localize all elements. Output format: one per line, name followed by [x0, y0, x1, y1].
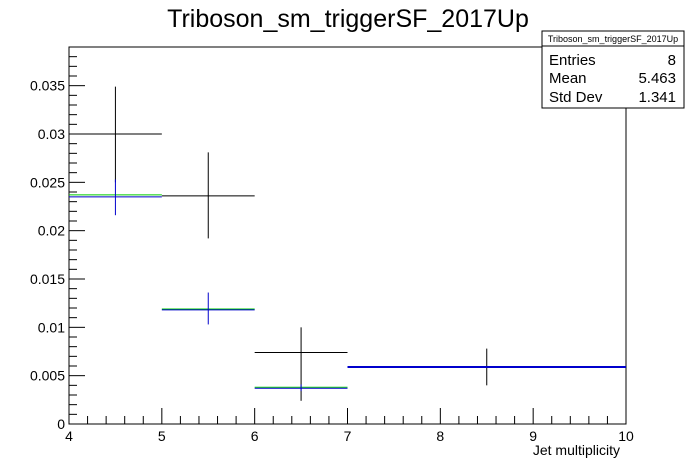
y-tick-label: 0.035 [30, 78, 65, 94]
y-tick-label: 0.005 [30, 368, 65, 384]
series-1 [69, 194, 626, 388]
y-tick-label: 0.02 [38, 223, 65, 239]
stats-stddev-value: 1.341 [638, 89, 676, 106]
y-tick-label: 0.015 [30, 271, 65, 287]
x-axis-title: Jet multiplicity [533, 442, 620, 458]
series-0 [69, 86, 626, 401]
data-point [254, 384, 348, 392]
x-axis: 4 5 6 7 8 9 10 [65, 408, 634, 444]
data-point [161, 292, 255, 325]
x-tick-label: 4 [65, 428, 73, 444]
stats-box-title: Triboson_sm_triggerSF_2017Up [548, 34, 678, 44]
x-tick-label: 9 [529, 428, 537, 444]
stats-stddev-label: Std Dev [549, 89, 603, 106]
data-point [161, 152, 255, 239]
x-tick-label: 7 [344, 428, 352, 444]
stats-entries-value: 8 [668, 52, 676, 69]
x-tick-label: 6 [251, 428, 259, 444]
stats-mean-label: Mean [549, 70, 587, 87]
x-tick-label: 8 [436, 428, 444, 444]
data-point [69, 179, 162, 216]
data-series [69, 86, 626, 401]
y-tick-label: 0 [57, 416, 65, 432]
y-tick-label: 0.03 [38, 126, 65, 142]
x-tick-label: 5 [158, 428, 166, 444]
plot-title: Triboson_sm_triggerSF_2017Up [167, 5, 529, 33]
x-tick-label: 10 [618, 428, 634, 444]
y-tick-label: 0.01 [38, 319, 65, 335]
data-point [69, 86, 162, 183]
stats-box-frame [541, 30, 685, 109]
stats-entries-label: Entries [549, 52, 596, 69]
y-axis: 0 0.005 0.01 0.015 0.02 0.025 0.03 0.035 [30, 46, 85, 432]
y-tick-label: 0.025 [30, 174, 65, 190]
stats-box: Triboson_sm_triggerSF_2017Up Entries 8 M… [541, 30, 685, 109]
stats-mean-value: 5.463 [638, 70, 676, 87]
series-2 [69, 179, 626, 392]
